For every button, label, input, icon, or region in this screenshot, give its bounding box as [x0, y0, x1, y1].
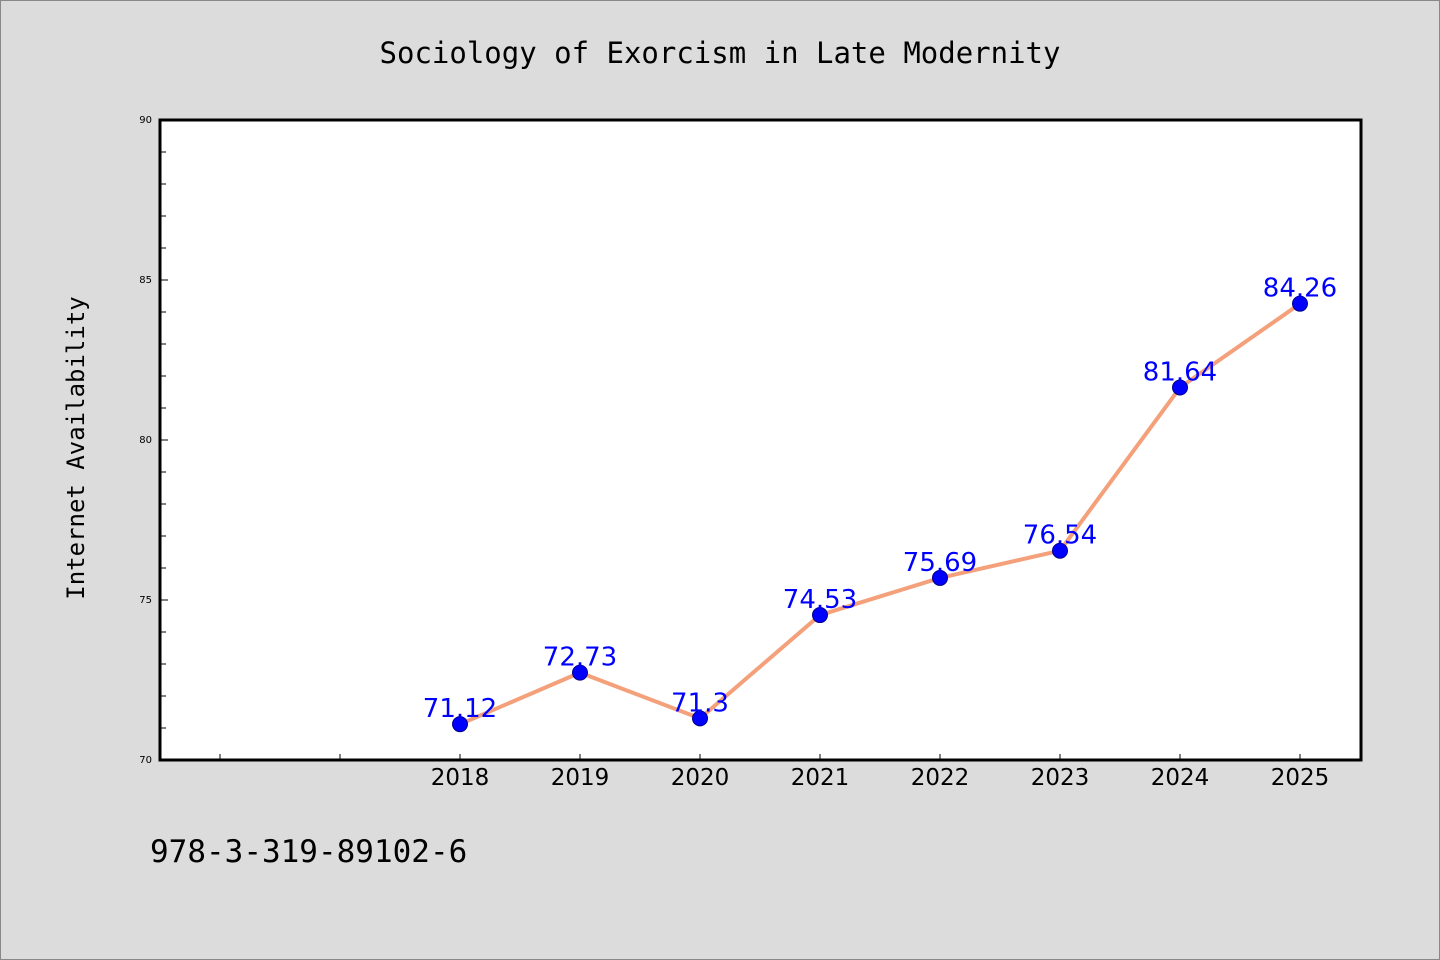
x-tick-label: 2020	[671, 765, 730, 791]
y-axis-label: Internet Availability	[62, 296, 90, 599]
isbn-text: 978-3-319-89102-6	[150, 834, 468, 870]
data-label: 76.54	[1023, 521, 1097, 551]
y-tick-label: 80	[139, 435, 152, 446]
y-tick-label: 85	[139, 275, 152, 286]
chart-title: Sociology of Exorcism in Late Modernity	[380, 36, 1061, 70]
data-point	[1172, 379, 1188, 396]
data-point	[932, 569, 948, 586]
x-tick-label: 2018	[431, 765, 490, 791]
data-label: 84.26	[1263, 274, 1337, 304]
plot-area	[158, 118, 1363, 762]
data-point	[812, 607, 828, 624]
data-label: 74.53	[783, 585, 857, 615]
data-point	[692, 710, 708, 727]
data-label: 71.3	[671, 688, 729, 718]
data-label: 81.64	[1143, 358, 1217, 388]
series-line	[459, 302, 1302, 726]
data-point	[572, 664, 588, 681]
x-tick-label: 2019	[551, 765, 610, 791]
data-label: 75.69	[903, 548, 977, 578]
axis-ticks: 70 75 80 85 90 2018 2019 2020 2021 2022 2023 2024 20…	[139, 115, 1329, 791]
x-tick-label: 2023	[1031, 765, 1090, 791]
data-label: 71.12	[423, 694, 497, 724]
y-tick-label: 70	[139, 755, 152, 766]
data-point	[452, 716, 468, 733]
x-tick-label: 2022	[911, 765, 970, 791]
series-group: 71.12 72.73 71.3 74.53 75.69 76.54 81.64 84.26	[423, 274, 1337, 733]
data-point	[1052, 542, 1068, 559]
y-tick-label: 75	[139, 595, 152, 606]
x-tick-label: 2024	[1151, 765, 1210, 791]
x-tick-label: 2025	[1271, 765, 1330, 791]
data-point	[1292, 295, 1308, 312]
x-tick-label: 2021	[791, 765, 850, 791]
data-label: 72.73	[543, 643, 617, 673]
y-tick-label: 90	[139, 115, 152, 126]
